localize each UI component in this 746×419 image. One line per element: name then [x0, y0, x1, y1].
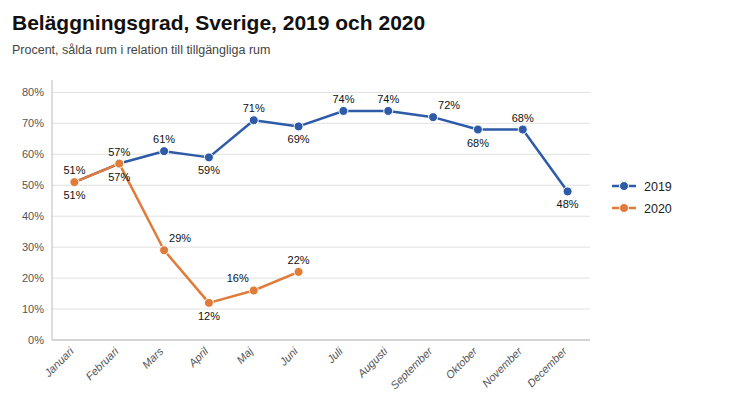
y-tick-label: 60% [22, 148, 44, 160]
y-tick-label: 10% [22, 303, 44, 315]
y-tick-label: 70% [22, 117, 44, 129]
plot-area [70, 106, 572, 307]
legend-marker [620, 204, 629, 213]
point [70, 178, 79, 187]
data-label: 57% [108, 146, 130, 158]
y-tick-label: 30% [22, 241, 44, 253]
x-tick-label: Februari [83, 345, 121, 383]
point [294, 267, 303, 276]
legend-marker [620, 182, 629, 191]
chart: Beläggningsgrad, Sverige, 2019 och 2020 P… [0, 0, 746, 419]
line [74, 164, 298, 303]
grid-line [52, 216, 590, 217]
data-label: 16% [227, 272, 249, 284]
point [249, 286, 258, 295]
x-axis-line [52, 340, 590, 341]
y-tick-label: 40% [22, 210, 44, 222]
point [115, 159, 124, 168]
data-label: 61% [153, 133, 175, 145]
point [249, 116, 258, 125]
title: Beläggningsgrad, Sverige, 2019 och 2020 [12, 11, 425, 34]
grid-line [52, 278, 590, 279]
data-label: 74% [332, 93, 354, 105]
y-tick-label: 50% [22, 179, 44, 191]
x-tick-label: Mars [140, 345, 166, 371]
data-label: 29% [169, 232, 191, 244]
point [384, 106, 393, 115]
x-tick-label: Juli [324, 345, 345, 366]
point [429, 113, 438, 122]
grid-line [52, 154, 590, 155]
x-tick-label: December [525, 344, 570, 389]
x-tick-label: Augusti [355, 345, 391, 381]
data-label: 12% [198, 310, 220, 322]
grid-line [52, 185, 590, 186]
x-tick-label: Maj [234, 345, 255, 366]
point [204, 153, 213, 162]
x-tick-label: September [388, 344, 435, 391]
point [160, 246, 169, 255]
data-label: 74% [377, 93, 399, 105]
data-labels: 51% 57% 61% 59% 71% 69% 74% 74% 72% 68% 68% 48% 51% 5… [63, 93, 578, 322]
point [204, 298, 213, 307]
data-label: 51% [63, 164, 85, 176]
data-label: 68% [512, 112, 534, 124]
x-tick-label: April [186, 345, 211, 370]
y-axis-line [52, 80, 53, 340]
grid-line [52, 92, 590, 93]
grid-line [52, 340, 590, 341]
x-tick-label: Juni [277, 345, 301, 369]
series [70, 106, 572, 195]
point [563, 187, 572, 196]
data-label: 59% [198, 164, 220, 176]
x-tick-label: November [480, 344, 525, 389]
data-label: 22% [288, 254, 310, 266]
grid-line [52, 247, 590, 248]
y-tick-label: 20% [22, 272, 44, 284]
point [473, 125, 482, 134]
point [115, 159, 124, 168]
data-label: 51% [63, 189, 85, 201]
point [70, 178, 79, 187]
grid-line [52, 309, 590, 310]
data-label: 48% [557, 198, 579, 210]
grid-line [52, 123, 590, 124]
point [160, 147, 169, 156]
data-label: 71% [243, 102, 265, 114]
point [294, 122, 303, 131]
x-tick-label: Oktober [443, 344, 480, 381]
legend-label: 2019 [644, 180, 672, 194]
legend-label: 2020 [644, 202, 672, 216]
background [0, 0, 746, 419]
data-label: 72% [438, 99, 460, 111]
y-tick-label: 80% [22, 86, 44, 98]
subtitle: Procent, sålda rum i relation till tillg… [12, 43, 270, 57]
legend: 2019 2020 [612, 180, 672, 216]
point [339, 106, 348, 115]
grid [52, 92, 590, 340]
series [70, 159, 303, 307]
point [518, 125, 527, 134]
data-label: 57% [108, 171, 130, 183]
data-label: 68% [467, 137, 489, 149]
y-tick-label: 0% [28, 334, 44, 346]
x-tick-label: Januari [41, 345, 76, 380]
data-label: 69% [288, 133, 310, 145]
line [74, 111, 567, 191]
